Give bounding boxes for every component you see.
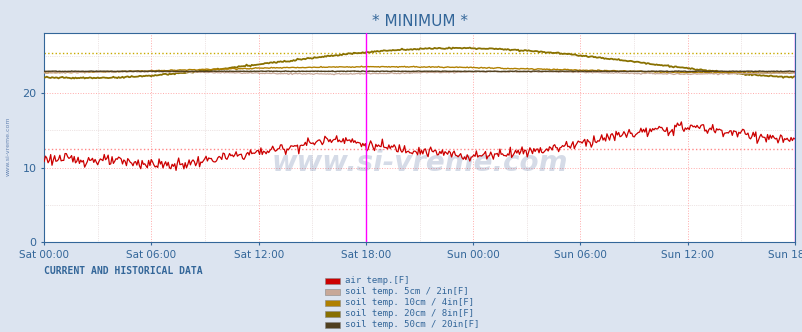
Text: www.si-vreme.com: www.si-vreme.com [271,149,567,177]
Title: * MINIMUM *: * MINIMUM * [371,14,467,29]
Text: www.si-vreme.com: www.si-vreme.com [6,116,10,176]
Text: air temp.[F]: air temp.[F] [345,276,409,286]
Text: soil temp. 5cm / 2in[F]: soil temp. 5cm / 2in[F] [345,287,468,296]
Text: soil temp. 20cm / 8in[F]: soil temp. 20cm / 8in[F] [345,309,474,318]
Text: soil temp. 10cm / 4in[F]: soil temp. 10cm / 4in[F] [345,298,474,307]
Text: CURRENT AND HISTORICAL DATA: CURRENT AND HISTORICAL DATA [44,266,203,276]
Text: soil temp. 50cm / 20in[F]: soil temp. 50cm / 20in[F] [345,320,479,329]
